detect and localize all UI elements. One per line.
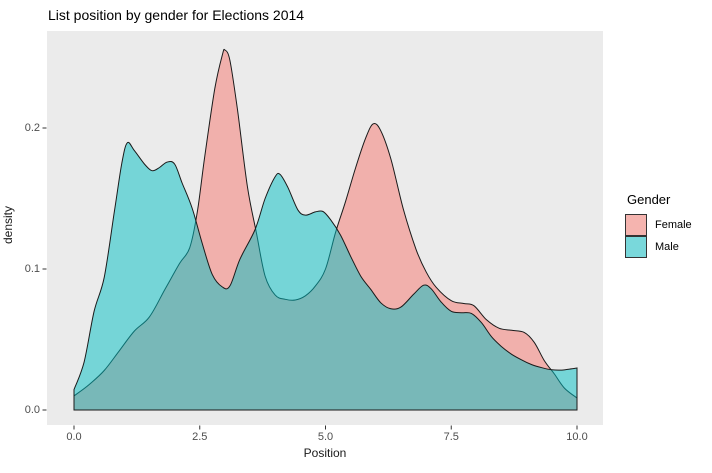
legend-swatch-female	[625, 214, 647, 236]
x-tick-label: 5.0	[317, 431, 334, 443]
y-tick-label: 0.0	[24, 404, 40, 416]
legend-label: Female	[655, 219, 692, 231]
y-tick-label: 0.2	[24, 122, 40, 134]
x-tick-label: 2.5	[192, 431, 208, 443]
legend-label: Male	[655, 241, 679, 253]
legend-swatch-male	[625, 236, 647, 258]
x-axis-title: Position	[303, 446, 347, 460]
legend: Gender Female Male	[625, 192, 692, 258]
legend-item-female: Female	[625, 214, 692, 236]
y-axis-title: density	[1, 205, 15, 245]
density-areas	[73, 48, 578, 411]
legend-item-male: Male	[625, 236, 692, 258]
axis-tick-marks	[42, 127, 578, 430]
chart-title: List position by gender for Elections 20…	[48, 7, 305, 23]
legend-title: Gender	[627, 192, 671, 207]
y-tick-label: 0.1	[24, 263, 40, 275]
x-tick-label: 7.5	[443, 431, 459, 443]
density-area-male	[73, 141, 578, 411]
x-tick-label: 10.0	[566, 431, 588, 443]
legend-items: Female Male	[625, 214, 692, 258]
x-tick-label: 0.0	[66, 431, 82, 443]
